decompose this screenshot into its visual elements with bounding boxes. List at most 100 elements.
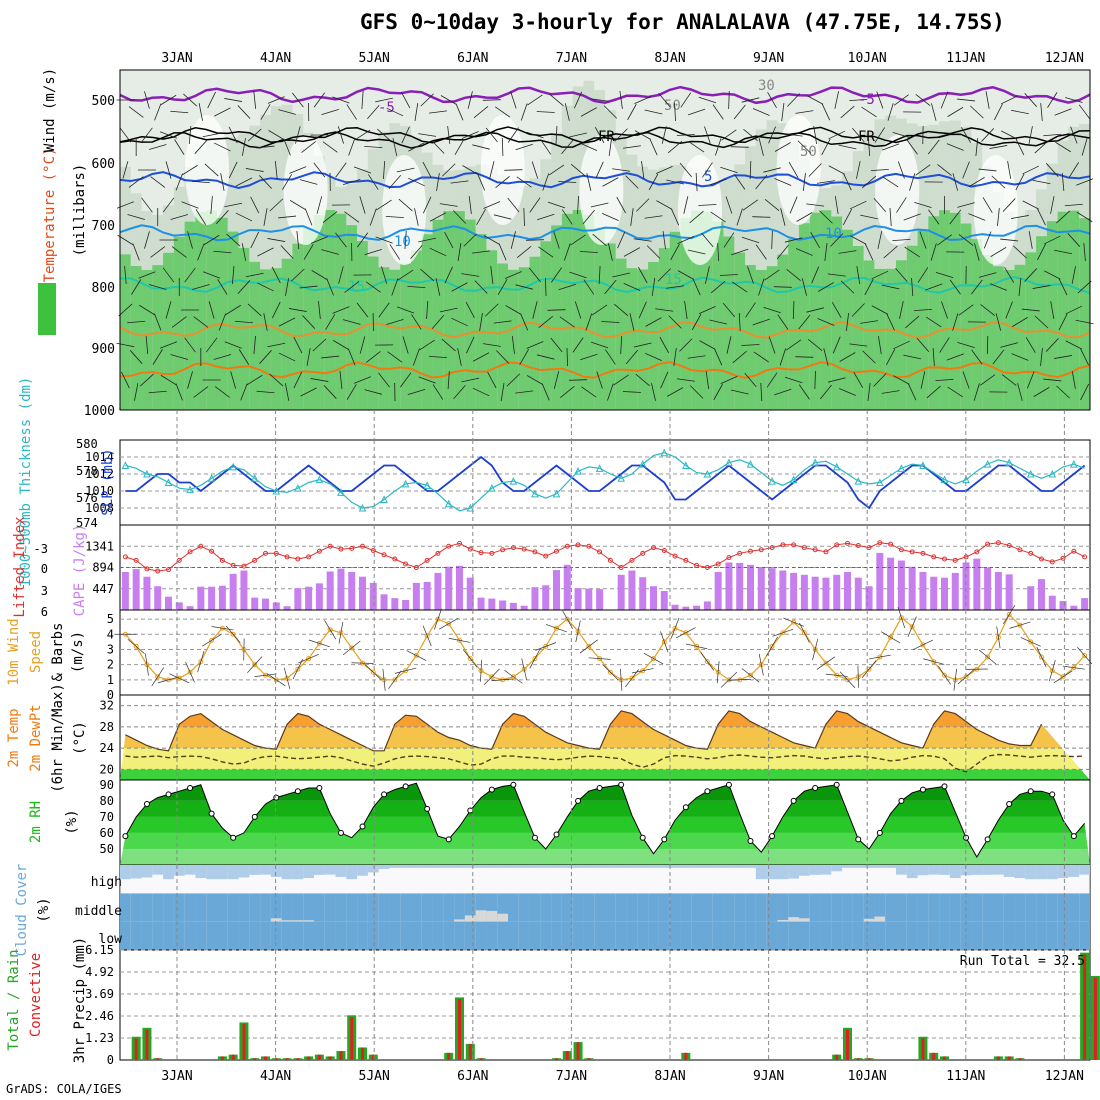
wind-barb (777, 314, 789, 330)
wind-barb (572, 337, 584, 353)
wind-barb (646, 245, 661, 259)
rh-green (949, 212, 961, 410)
wind-barb (595, 161, 604, 179)
wind-barb (892, 131, 911, 139)
cloud-bar (885, 893, 897, 922)
cloud-bar (863, 893, 875, 922)
wind-barb (235, 212, 253, 222)
cloud-bar (1068, 893, 1080, 922)
wind-barb (832, 336, 841, 354)
wind10-marker (888, 634, 894, 640)
cloud-bar (195, 893, 207, 922)
wind-barb (581, 386, 597, 398)
wind-barb (985, 91, 990, 109)
wind10-marker (769, 643, 775, 649)
thickness-marker (488, 484, 496, 492)
wind-barb (553, 231, 560, 249)
wind-barb (386, 107, 404, 117)
wind-barb (476, 209, 486, 225)
wind-barb (830, 233, 844, 247)
li-marker (1028, 550, 1034, 556)
wind-barb (861, 106, 877, 118)
cloud-bar (1046, 921, 1058, 950)
wind10-marker (672, 625, 678, 631)
li-marker (252, 557, 258, 563)
wind-barb (493, 214, 512, 220)
cloud-bar (335, 893, 347, 922)
wind-barb (744, 372, 757, 388)
wind-barb (152, 349, 163, 365)
cloud-bar (1046, 893, 1058, 922)
cloud-bar (421, 893, 433, 922)
rh-marker (165, 791, 172, 798)
wind10-marker (791, 619, 797, 625)
date-label-bottom: 6JAN (457, 1069, 488, 1084)
wind-barb (289, 166, 307, 174)
cloud-bar (604, 893, 616, 922)
li-marker (661, 548, 667, 553)
pressure-tick: 800 (92, 281, 115, 296)
cape-bar (294, 588, 302, 610)
wind-barb (139, 373, 154, 387)
cloud-bar (798, 893, 810, 922)
wind-barb (1065, 97, 1083, 103)
wind-barb (821, 138, 831, 156)
wind-barb (711, 280, 726, 294)
wind-legend: Wind (m/s) (42, 68, 58, 152)
wind-barb (1022, 165, 1039, 175)
li-marker (855, 543, 861, 549)
thickness-marker (229, 462, 237, 471)
wind-barb (489, 161, 495, 179)
wind-barb (245, 272, 264, 278)
cloud-bar (895, 893, 907, 922)
cape-bar (412, 582, 420, 610)
date-label-top: 9JAN (753, 51, 784, 66)
wind-barb (550, 337, 563, 353)
wind-barb (428, 110, 447, 114)
wind-barb (819, 384, 832, 400)
wind-barb (764, 199, 780, 211)
cloud-bar (745, 893, 756, 922)
wind-barb (671, 208, 680, 226)
date-label-bottom: 12JAN (1045, 1069, 1084, 1084)
cape-bar (800, 574, 808, 610)
cloud-bar (119, 893, 131, 922)
li-marker (554, 548, 559, 554)
rh-dry-area (185, 115, 229, 225)
wind10-barb (127, 638, 145, 654)
wind-barb (838, 250, 857, 254)
temp-tick: 20 (100, 762, 114, 776)
li-marker (521, 546, 527, 552)
wind-barb (867, 383, 871, 401)
wind-barb (162, 197, 175, 213)
wind-barb (813, 126, 817, 144)
wind-barb (893, 340, 910, 350)
li-marker (122, 554, 128, 560)
li-marker (607, 557, 613, 563)
wind-barb (520, 103, 528, 121)
wind-barb (214, 107, 231, 117)
cape-bar (930, 576, 938, 610)
wind-barb (906, 139, 918, 155)
cape-bar (488, 598, 496, 610)
wind-barb (289, 200, 306, 210)
wind-barb (834, 196, 839, 214)
cloud-bar (400, 921, 412, 950)
wind-barb (920, 371, 926, 389)
wind-barb (834, 91, 839, 109)
cloud-bar (992, 893, 1004, 922)
wind-barb (660, 371, 669, 389)
li-marker (295, 556, 301, 562)
rh-marker (1027, 788, 1034, 795)
precip-convective-bar (307, 1056, 311, 1060)
cloud-bar (184, 893, 196, 922)
wind10-barb (812, 638, 819, 661)
cloud-bar (432, 921, 444, 950)
wind-barb (435, 278, 441, 296)
cloud-bar (292, 893, 304, 922)
precip-convective-bar (317, 1054, 321, 1060)
rh-green (831, 216, 843, 410)
cloud-level-label: high (91, 875, 122, 890)
rh-marker (833, 781, 840, 788)
wind-barb (1050, 301, 1055, 319)
